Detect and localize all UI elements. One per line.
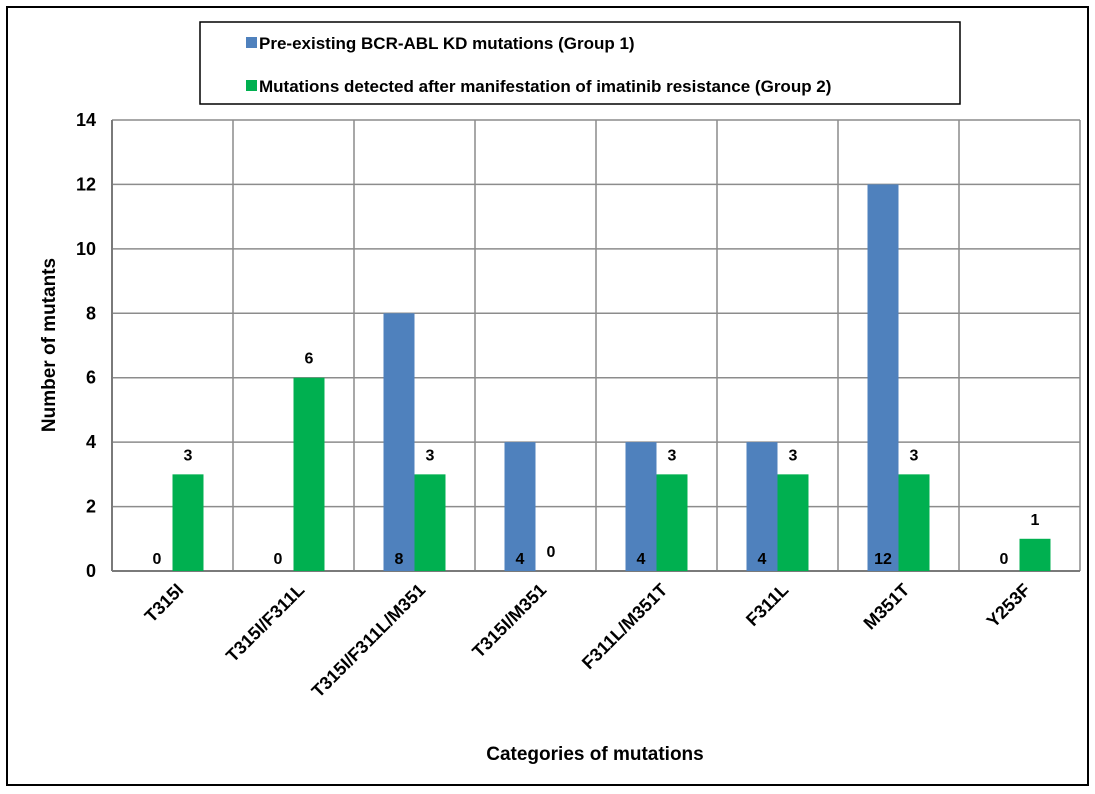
- bars: [172, 184, 1051, 571]
- y-axis-ticks: 0 2 4 6 8 10 12 14: [76, 110, 96, 581]
- y-tick-label: 10: [76, 239, 96, 259]
- bar-group-2: [656, 474, 688, 571]
- data-label-group-1: 0: [274, 551, 283, 568]
- chart-frame: [6, 6, 1089, 786]
- bar-group-2: [1019, 538, 1051, 571]
- y-tick-label: 2: [86, 497, 96, 517]
- bar-group-1: [625, 442, 657, 571]
- bar-group-1: [746, 442, 778, 571]
- legend-label-group-2: Mutations detected after manifestation o…: [259, 77, 831, 96]
- y-tick-label: 14: [76, 110, 96, 130]
- legend-swatch-group-1: [246, 37, 257, 48]
- y-axis-title: Number of mutants: [39, 258, 60, 432]
- bar-group-1: [383, 313, 415, 571]
- bar-group-2: [898, 474, 930, 571]
- data-label-group-2: 0: [547, 544, 556, 561]
- bar-group-2: [777, 474, 809, 571]
- bar-group-1: [867, 184, 899, 571]
- x-tick-label: T315I: [141, 580, 188, 627]
- y-tick-label: 0: [86, 561, 96, 581]
- data-label-group-1: 12: [874, 551, 892, 568]
- x-axis-title: Categories of mutations: [486, 744, 703, 765]
- data-label-group-2: 3: [910, 447, 919, 464]
- data-label-group-2: 6: [305, 351, 314, 368]
- data-label-group-2: 3: [789, 447, 798, 464]
- bar-group-2: [293, 377, 325, 571]
- data-label-group-1: 8: [395, 551, 404, 568]
- x-tick-label: F311L: [742, 580, 792, 630]
- x-tick-label: Y253F: [983, 580, 1035, 632]
- data-label-group-2: 3: [668, 447, 677, 464]
- data-label-group-2: 3: [426, 447, 435, 464]
- data-label-group-1: 0: [1000, 551, 1009, 568]
- data-labels: 0 3 0 6 8 3 4 0 4 3 4 3 12 3 0 1: [153, 351, 1040, 568]
- data-label-group-2: 1: [1031, 512, 1040, 529]
- bar-group-2: [172, 474, 204, 571]
- x-tick-label: T315I/M351: [468, 580, 550, 662]
- y-tick-label: 4: [86, 432, 96, 452]
- legend-swatch-group-2: [246, 80, 257, 91]
- y-tick-label: 12: [76, 174, 96, 194]
- x-axis-ticks: T315I T315I/F311L T315I/F311L/M351 T315I/M3…: [141, 580, 1035, 702]
- data-label-group-1: 4: [758, 551, 767, 568]
- grid: [111, 119, 1081, 572]
- legend-label-group-1: Pre-existing BCR-ABL KD mutations (Group…: [259, 34, 635, 53]
- data-label-group-1: 4: [516, 551, 525, 568]
- x-tick-label: M351T: [860, 580, 914, 634]
- bar-group-1: [504, 442, 536, 571]
- data-label-group-1: 0: [153, 551, 162, 568]
- y-tick-label: 6: [86, 368, 96, 388]
- x-tick-label: T315I/F311L/M351: [308, 580, 430, 702]
- x-tick-label: F311L/M351T: [578, 580, 671, 673]
- legend: Pre-existing BCR-ABL KD mutations (Group…: [199, 21, 961, 105]
- bar-group-2: [414, 474, 446, 571]
- x-tick-label: T315I/F311L: [222, 580, 308, 666]
- data-label-group-2: 3: [184, 447, 193, 464]
- data-label-group-1: 4: [637, 551, 646, 568]
- legend-box: [199, 21, 961, 105]
- y-tick-label: 8: [86, 303, 96, 323]
